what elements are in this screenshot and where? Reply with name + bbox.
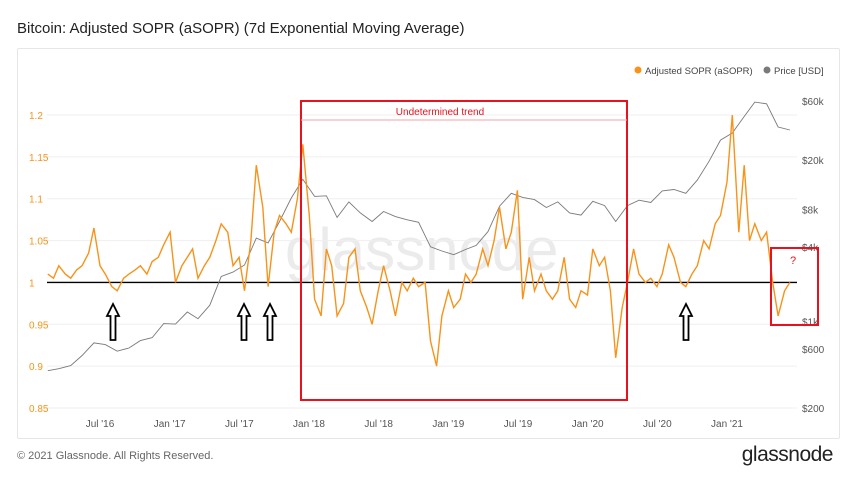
- up-arrow-icon: [262, 301, 278, 341]
- price-line: [47, 101, 791, 372]
- x-tick: Jan '20: [572, 419, 604, 430]
- y-right-tick: $20k: [802, 156, 825, 167]
- y-right-tick: $200: [802, 404, 825, 415]
- asopr-line: [47, 114, 791, 367]
- up-arrow-icon: [678, 301, 694, 341]
- y-right-tick: $600: [802, 345, 825, 356]
- x-tick: Jul '17: [225, 419, 254, 430]
- y-left-tick: 1.15: [29, 153, 49, 164]
- y-left-tick: 0.95: [29, 320, 49, 331]
- undetermined-trend-box: [300, 100, 628, 401]
- y-left-tick: 1: [29, 278, 35, 289]
- x-tick: Jan '21: [711, 419, 743, 430]
- glassnode-logo: glassnode: [741, 443, 834, 466]
- y-right-tick: $1k: [802, 317, 819, 328]
- y-left-tick: 1.1: [29, 195, 43, 206]
- y-right-tick: $8k: [802, 205, 819, 216]
- y-left-tick: 0.85: [29, 404, 49, 415]
- question-box: [770, 247, 819, 326]
- watermark: glassnode: [285, 216, 559, 283]
- y-left-tick: 0.9: [29, 362, 43, 373]
- legend-marker-asopr: [634, 66, 642, 74]
- y-left-tick: 1.2: [29, 111, 43, 122]
- legend[interactable]: Adjusted SOPR (aSOPR) Price [USD]: [634, 66, 824, 77]
- copyright: © 2021 Glassnode. All Rights Reserved.: [17, 450, 214, 462]
- box-label: Undetermined trend: [396, 107, 484, 118]
- x-tick: Jan '18: [293, 419, 325, 430]
- x-tick: Jan '17: [154, 419, 186, 430]
- up-arrow-icon: [236, 301, 252, 341]
- up-arrow-icon: [105, 301, 121, 341]
- legend-asopr[interactable]: Adjusted SOPR (aSOPR): [645, 66, 753, 77]
- question-mark: ?: [790, 255, 796, 267]
- chart-card: [17, 48, 840, 439]
- x-tick: Jan '19: [432, 419, 464, 430]
- legend-marker-price: [763, 66, 771, 74]
- legend-price[interactable]: Price [USD]: [774, 66, 824, 77]
- y-left-tick: 1.05: [29, 237, 49, 248]
- x-tick: Jul '20: [643, 419, 672, 430]
- x-tick: Jul '18: [364, 419, 393, 430]
- x-tick: Jul '19: [504, 419, 533, 430]
- x-tick: Jul '16: [86, 419, 115, 430]
- y-right-tick: $60k: [802, 97, 825, 108]
- chart-title: Bitcoin: Adjusted SOPR (aSOPR) (7d Expon…: [17, 20, 465, 37]
- annotations: Undetermined trend ?: [105, 100, 819, 401]
